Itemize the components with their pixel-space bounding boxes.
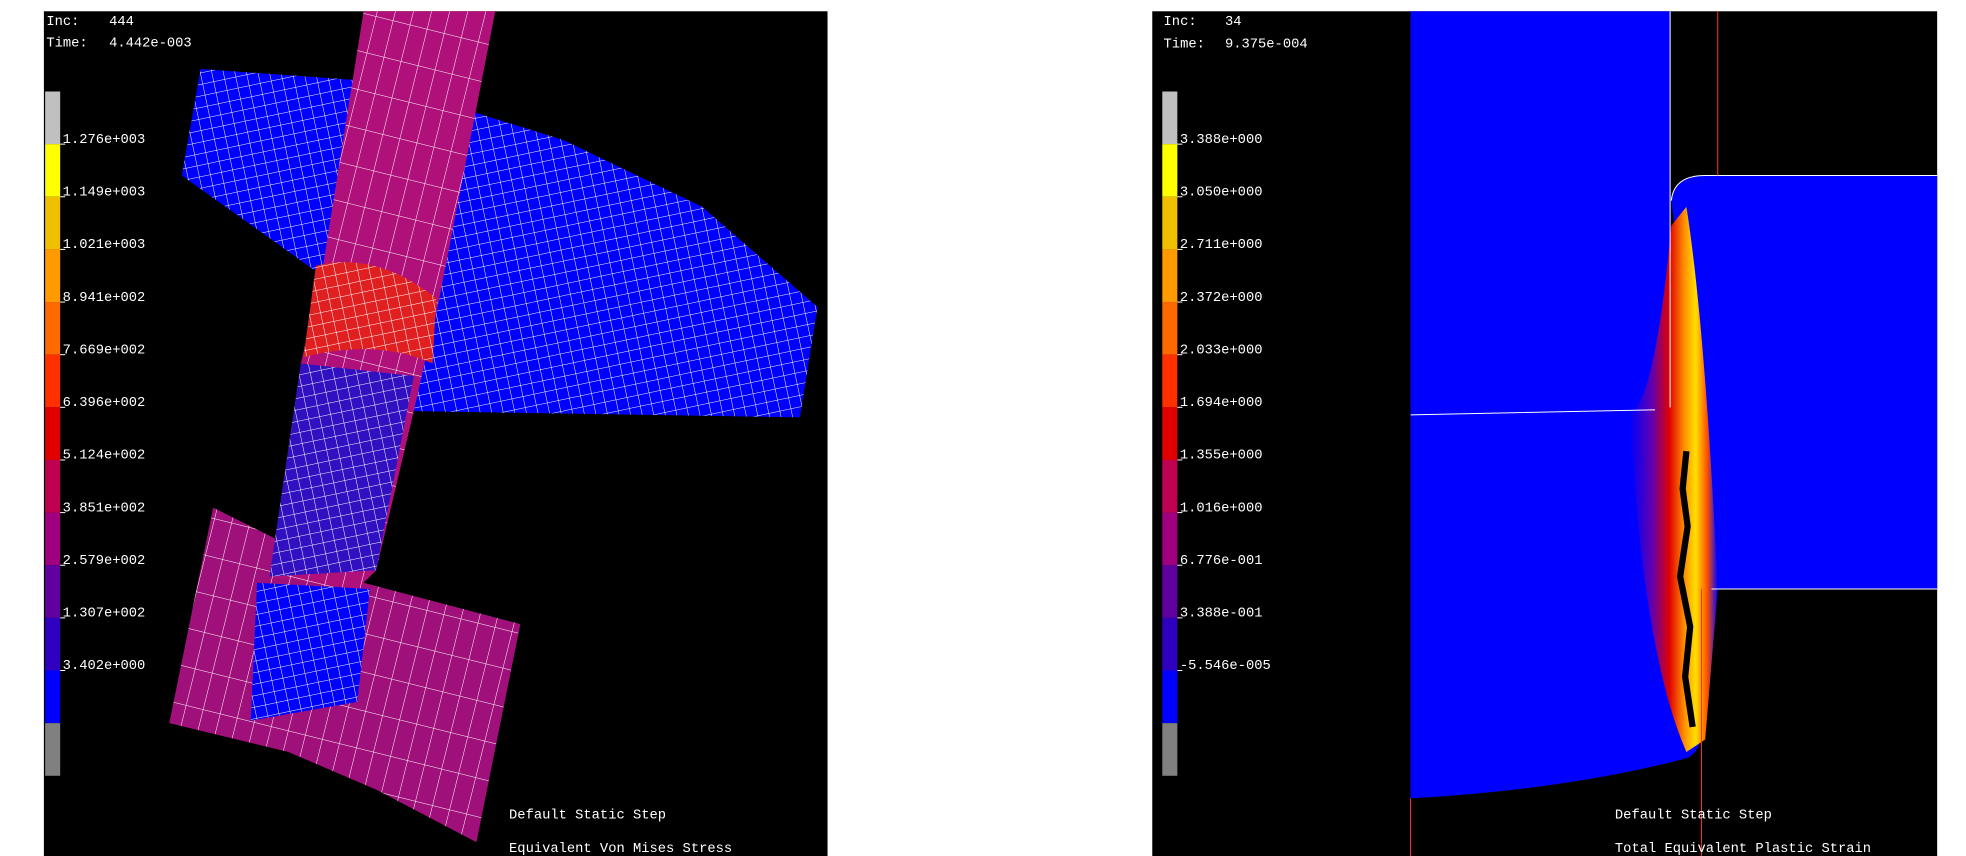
block-side-mesh — [413, 300, 818, 418]
legend-label: 1.276e+003 — [63, 133, 146, 148]
step-name: Default Static Step — [1615, 807, 1772, 823]
legend-label: 1.307e+002 — [63, 607, 146, 622]
time-label: Time: — [1164, 37, 1205, 53]
legend-label: 1.355e+000 — [1180, 449, 1263, 464]
legend-label: 3.050e+000 — [1180, 186, 1263, 201]
legend-swatch — [45, 196, 61, 250]
legend-swatch — [45, 407, 61, 460]
legend-label: 6.396e+002 — [63, 396, 146, 411]
legend-label: 2.711e+000 — [1180, 238, 1263, 253]
inc-value: 34 — [1225, 15, 1242, 30]
legend-label: 1.694e+000 — [1180, 396, 1263, 411]
legend-swatch — [45, 512, 61, 566]
legend-label: 1.149e+003 — [63, 186, 146, 201]
legend-swatch — [45, 302, 61, 355]
legend-swatch — [1162, 723, 1178, 776]
legend: 3.388e+000 3.050e+000 2.711e+000 2.372e+000… — [1162, 91, 1271, 776]
legend-swatch — [1162, 407, 1178, 460]
outline — [1410, 11, 1938, 590]
inc-label: Inc: — [1164, 15, 1197, 30]
crack — [1676, 450, 1696, 728]
legend-label: -5.546e-005 — [1180, 659, 1271, 674]
legend-swatch — [1162, 670, 1178, 724]
legend-swatch — [45, 459, 61, 513]
legend-swatch — [45, 144, 61, 197]
lower-body — [1410, 375, 1706, 799]
step-name: Default Static Step — [509, 807, 666, 823]
legend-label: 1.016e+000 — [1180, 501, 1263, 516]
variable-name: Total Equivalent Plastic Strain — [1615, 841, 1871, 856]
time-value: 4.442e-003 — [109, 36, 192, 51]
right-viewport: 3.388e+000 3.050e+000 2.711e+000 2.372e+000… — [1152, 11, 1938, 856]
legend: 1.276e+003 1.149e+003 1.021e+003 8.941e+002… — [45, 91, 146, 776]
legend-label: 2.579e+002 — [63, 554, 146, 569]
inc-label: Inc: — [46, 15, 79, 30]
legend-label: 1.021e+003 — [63, 238, 146, 253]
legend-label: 2.033e+000 — [1180, 343, 1263, 358]
die-lines — [1410, 11, 1719, 856]
legend-swatch — [1162, 617, 1178, 671]
variable-name: Equivalent Von Mises Stress — [509, 841, 732, 856]
right-body — [1671, 175, 1938, 590]
legend-swatch — [1162, 459, 1178, 513]
lower-cylinder-mesh — [250, 582, 370, 721]
legend-label: 3.851e+002 — [63, 501, 146, 516]
legend-swatch — [1162, 91, 1178, 145]
legend-swatch — [45, 249, 61, 303]
legend-swatch — [45, 617, 61, 671]
left-viewport: 1.276e+003 1.149e+003 1.021e+003 8.941e+002… — [43, 11, 828, 856]
legend-label: 3.388e-001 — [1180, 607, 1263, 622]
legend-label: 3.388e+000 — [1180, 133, 1263, 148]
legend-swatch — [1162, 144, 1178, 197]
legend-swatch — [1162, 249, 1178, 303]
legend-swatch — [1162, 196, 1178, 250]
legend-swatch — [45, 670, 61, 724]
legend-swatch — [45, 91, 61, 145]
legend-label: 3.402e+000 — [63, 659, 146, 674]
legend-swatch — [45, 354, 61, 408]
legend-label: 6.776e-001 — [1180, 554, 1263, 569]
legend-swatch — [1162, 512, 1178, 566]
upper-body — [1410, 11, 1671, 415]
legend-swatch — [45, 565, 61, 618]
time-value: 9.375e-004 — [1225, 38, 1308, 53]
legend-swatch — [1162, 565, 1178, 618]
shaft-neck-mesh — [269, 363, 414, 577]
legend-swatch — [1162, 354, 1178, 408]
legend-label: 5.124e+002 — [63, 449, 146, 464]
legend-swatch — [1162, 302, 1178, 355]
inc-value: 444 — [109, 15, 134, 30]
legend-label: 7.669e+002 — [63, 343, 146, 358]
stress-ring-mesh — [303, 262, 437, 364]
legend-label: 2.372e+000 — [1180, 291, 1263, 306]
legend-label: 8.941e+002 — [63, 291, 146, 306]
legend-swatch — [45, 723, 61, 776]
strain-band — [1629, 206, 1718, 752]
time-label: Time: — [46, 35, 87, 51]
